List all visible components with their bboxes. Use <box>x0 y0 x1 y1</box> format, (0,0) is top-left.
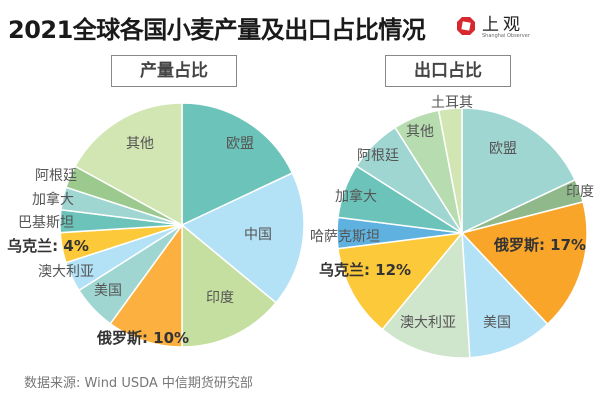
slice-label: 欧盟 <box>226 136 254 152</box>
slice-label: 乌克兰: 4% <box>7 237 89 255</box>
slice-label: 阿根廷 <box>357 148 399 164</box>
shanghai-observer-logo: 上观 Shanghai Observer <box>452 10 597 42</box>
slice-label: 哈萨克斯坦 <box>310 229 380 245</box>
pie-slice <box>180 172 305 304</box>
slice-label: 巴基斯坦 <box>18 214 74 231</box>
pie-slice <box>337 232 464 331</box>
logo-subtext: Shanghai Observer <box>482 33 530 39</box>
pie-slice <box>109 222 183 348</box>
pie-slice <box>74 102 183 227</box>
slice-label: 澳大利亚 <box>38 264 94 280</box>
data-source: 数据来源: Wind USDA 中信期货研究部 <box>24 376 253 391</box>
slice-label: 乌克兰: 12% <box>319 261 411 279</box>
slice-label: 澳大利亚 <box>400 315 456 331</box>
slice-label: 其他 <box>126 136 154 152</box>
slice-label: 土耳其 <box>431 95 473 111</box>
logo-text: 上观 <box>482 15 524 35</box>
export-share-title: 出口占比 <box>385 55 511 87</box>
logo-mark-icon <box>457 17 475 35</box>
slice-label: 俄罗斯: 17% <box>493 236 586 254</box>
slice-label: 美国 <box>94 283 122 299</box>
pie-slice <box>181 102 294 227</box>
pie-slice <box>461 230 549 359</box>
slice-label: 中国 <box>244 227 272 243</box>
slice-label: 印度 <box>566 184 594 200</box>
slice-label: 印度 <box>206 290 234 306</box>
slice-label: 加拿大 <box>32 191 74 208</box>
slice-label: 美国 <box>483 315 511 331</box>
chart-title: 2021全球各国小麦产量及出口占比情况 <box>8 16 426 44</box>
slice-label: 欧盟 <box>489 141 517 157</box>
slice-label: 加拿大 <box>335 188 377 205</box>
production-share-title: 产量占比 <box>111 55 237 87</box>
pie-slice <box>437 107 463 234</box>
pie-slice <box>181 223 278 348</box>
pie-slice <box>461 107 577 235</box>
slice-label: 俄罗斯: 10% <box>96 329 189 347</box>
slice-label: 其他 <box>406 124 434 140</box>
pie-slice <box>460 201 588 326</box>
slice-label: 阿根廷 <box>35 168 77 184</box>
pie-slice <box>381 231 471 359</box>
